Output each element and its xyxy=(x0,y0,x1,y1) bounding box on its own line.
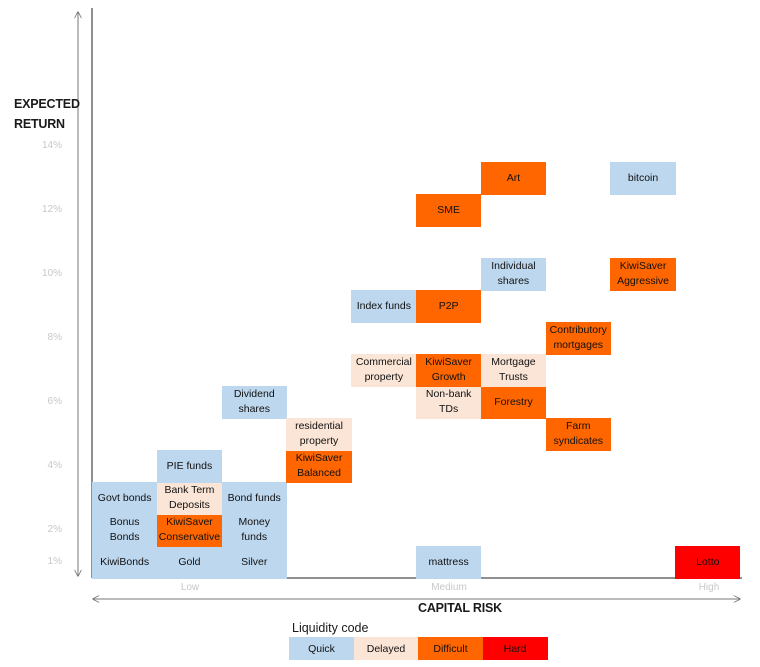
x-axis-title: CAPITAL RISK xyxy=(418,601,502,615)
investment-cell: Bonus Bonds xyxy=(92,514,158,547)
legend-swatch-delayed: Delayed xyxy=(353,637,419,660)
investment-cell: bitcoin xyxy=(610,162,676,195)
investment-cell: mattress xyxy=(416,546,482,579)
investment-cell: Commercial property xyxy=(351,354,417,387)
investment-cell: Silver xyxy=(221,546,287,579)
y-tick-label: 8% xyxy=(47,332,62,343)
investment-cell: PIE funds xyxy=(156,450,223,483)
legend-swatch-difficult: Difficult xyxy=(418,637,483,660)
legend-swatch-quick: Quick xyxy=(289,637,354,660)
investment-cell: Contributory mortgages xyxy=(545,322,611,355)
investment-cell: KiwiBonds xyxy=(92,546,158,579)
investment-cell: residential property xyxy=(286,418,352,451)
investment-cell: KiwiSaver Aggressive xyxy=(610,258,676,291)
investment-cell: Gold xyxy=(156,546,223,579)
y-tick-label: 12% xyxy=(41,204,62,215)
investment-cell: SME xyxy=(416,194,482,227)
investment-cell: Bond funds xyxy=(221,482,287,515)
investment-cell: Non-bank TDs xyxy=(416,386,482,419)
investment-cell: Govt bonds xyxy=(92,482,158,515)
investment-cell: Dividend shares xyxy=(221,386,287,419)
y-tick-label: 4% xyxy=(47,460,62,471)
x-tick-label: Low xyxy=(180,582,200,593)
y-axis-title: EXPECTED RETURN xyxy=(14,97,80,131)
investment-cell: Mortgage Trusts xyxy=(480,354,547,387)
investment-cell: Forestry xyxy=(480,386,547,419)
investment-cell: Farm syndicates xyxy=(545,418,611,451)
y-tick-label: 14% xyxy=(41,140,62,151)
investment-cell: Money funds xyxy=(221,514,287,547)
y-tick-label: 1% xyxy=(47,556,62,567)
x-tick-label: Medium xyxy=(431,582,467,593)
investment-cell: Art xyxy=(480,162,547,195)
investment-cell: KiwiSaver Conservative xyxy=(156,514,223,547)
y-tick-label: 10% xyxy=(41,268,62,279)
investment-cell: KiwiSaver Balanced xyxy=(286,450,352,483)
investment-cell: Index funds xyxy=(351,290,417,323)
investment-cell: KiwiSaver Growth xyxy=(416,354,482,387)
investment-cell: P2P xyxy=(416,290,482,323)
y-tick-label: 6% xyxy=(47,396,62,407)
y-tick-label: 2% xyxy=(47,524,62,535)
investment-cell: Bank Term Deposits xyxy=(156,482,223,515)
x-tick-label: High xyxy=(698,582,720,593)
legend-title: Liquidity code xyxy=(292,621,369,635)
investment-cell: Lotto xyxy=(675,546,741,579)
legend-swatch-hard: Hard xyxy=(482,637,548,660)
investment-cell: Individual shares xyxy=(480,258,547,291)
